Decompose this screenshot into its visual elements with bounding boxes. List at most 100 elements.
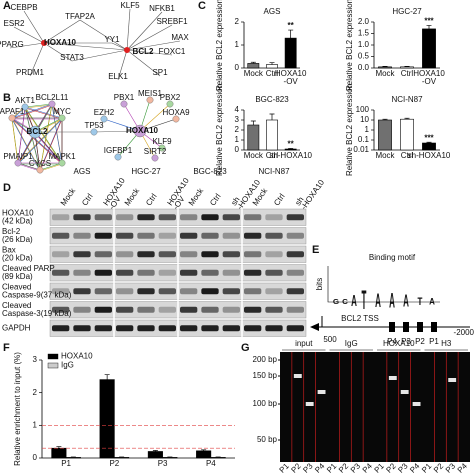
error-bar <box>250 120 256 125</box>
blot-band <box>94 306 112 313</box>
blot-band <box>73 269 91 276</box>
network-node <box>114 153 122 161</box>
network-edge <box>24 107 63 165</box>
blot-band <box>286 288 304 295</box>
blot-band <box>137 269 155 276</box>
network-edge <box>24 103 53 108</box>
blot-band <box>137 232 155 239</box>
blot-group: AGS <box>74 167 91 176</box>
node-label: HOXA9 <box>162 108 190 117</box>
error-bar <box>288 148 294 149</box>
network-edge <box>29 42 45 77</box>
node-label: STAT3 <box>60 53 84 62</box>
blot-band <box>201 325 219 332</box>
text-line: -HOXA10 <box>299 178 326 212</box>
network-edge <box>34 132 63 165</box>
x-tick-label: Ctrl <box>401 151 414 160</box>
binding-site <box>403 322 409 332</box>
network-edge <box>39 162 63 171</box>
node-label: SREBF1 <box>156 17 188 26</box>
blot-band <box>222 325 240 332</box>
blot-band <box>201 232 219 239</box>
blot-row-label: Bcl-2 <box>2 227 21 236</box>
blot-band <box>137 288 155 295</box>
network-edge <box>17 163 41 172</box>
blot-row-label: Bax <box>2 245 16 254</box>
blot-band <box>222 306 240 313</box>
blot-band <box>116 269 134 276</box>
blot-band <box>244 251 262 258</box>
network-edge <box>43 42 73 62</box>
y-tick-label: 2 <box>235 125 240 134</box>
y-tick-label: 3 <box>33 355 38 364</box>
blot-band <box>265 288 283 295</box>
blot-band <box>52 325 70 332</box>
x-tick-label: Ctrl <box>266 151 279 160</box>
node-label: PPARG <box>0 40 24 49</box>
lane-label: Mock <box>187 186 206 208</box>
blot-band <box>244 325 262 332</box>
blot-band <box>94 251 112 258</box>
blot-band <box>201 214 219 221</box>
bar <box>422 142 436 151</box>
blot-band <box>286 269 304 276</box>
blot-band <box>265 325 283 332</box>
blot-band <box>180 325 198 332</box>
x-tick-label: Mock <box>375 69 395 78</box>
network-node <box>158 144 166 152</box>
chart-title: NCI-N87 <box>391 95 423 104</box>
blot-band <box>52 214 70 221</box>
blot-band <box>222 288 240 295</box>
y-axis-label: Relative enrichment to input (%) <box>13 352 22 466</box>
network-edge <box>126 49 161 77</box>
blot-band <box>222 232 240 239</box>
blot-band <box>222 251 240 258</box>
blot-band <box>52 232 70 239</box>
blot-band <box>180 232 198 239</box>
gel-group: input <box>295 339 313 348</box>
blot-band <box>94 232 112 239</box>
node-label: BCL2 <box>27 127 48 136</box>
node-label: NFKB1 <box>149 4 175 13</box>
bar <box>162 457 178 459</box>
y-axis-label: Relative BCL2 expression <box>215 0 224 91</box>
node-label: EZH2 <box>94 108 115 117</box>
network-node <box>14 159 22 167</box>
gel-band <box>400 390 409 394</box>
network-edge <box>126 49 173 56</box>
blot-band <box>244 214 262 221</box>
motif-letter: A <box>403 291 409 310</box>
blot-band <box>265 306 283 313</box>
blot-band <box>244 306 262 313</box>
tss-end: -2000 <box>454 328 474 337</box>
bar <box>247 124 260 151</box>
node-label: PBX2 <box>160 93 181 102</box>
network-node <box>172 115 180 123</box>
network-edge <box>51 104 63 165</box>
blot-row-label: (26 kDa) <box>2 235 33 244</box>
node-label: CYCS <box>29 159 51 168</box>
blot-band <box>73 214 91 221</box>
node-label: TFAP2A <box>65 12 95 21</box>
y-tick-label: 1 <box>365 125 370 134</box>
blot-band <box>265 214 283 221</box>
panel-label: D <box>3 182 11 194</box>
bar <box>266 64 278 69</box>
gel-band <box>293 374 302 378</box>
blot-row-label: (89 kDa) <box>2 272 33 281</box>
node-label: APAF1 <box>0 107 25 116</box>
text-line: -OV <box>284 77 299 86</box>
blot-band <box>116 232 134 239</box>
hub-node <box>41 40 47 46</box>
blot-band <box>180 288 198 295</box>
network-node <box>90 128 98 136</box>
blot-band <box>286 251 304 258</box>
network-edge <box>126 11 163 51</box>
network-edge <box>11 117 63 164</box>
x-tick-label: sh-HOXA10 <box>269 151 312 160</box>
site-label: P4 <box>387 337 397 346</box>
blot-band <box>73 288 91 295</box>
blot-band <box>244 269 262 276</box>
motif-letter: T <box>418 295 423 307</box>
text-line: HOXA10 <box>275 69 307 78</box>
